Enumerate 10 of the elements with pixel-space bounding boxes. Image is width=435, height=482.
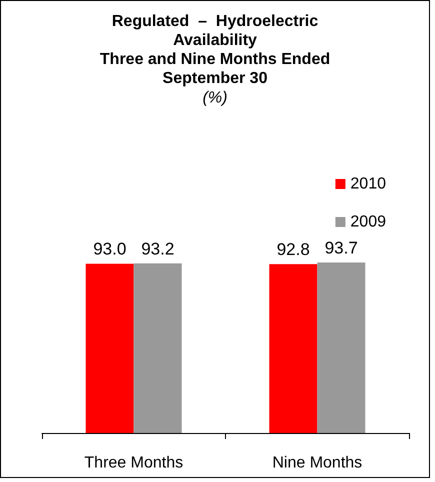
data-label: 93.0 bbox=[93, 240, 126, 259]
chart-subtitle: (%) bbox=[202, 90, 228, 106]
data-label: 92.8 bbox=[276, 240, 310, 260]
legend-label: 2009 bbox=[350, 214, 386, 230]
data-label: 93.7 bbox=[324, 238, 358, 258]
data-label: 93.2 bbox=[141, 239, 174, 258]
chart-title: Regulated – Hydroelectric Availability Three and Nine Months Ended September 30 bbox=[100, 13, 330, 87]
x-tick-label: Nine Months bbox=[272, 454, 362, 472]
x-tick-label: Three Months bbox=[84, 454, 184, 472]
legend-label: 2010 bbox=[350, 176, 386, 192]
